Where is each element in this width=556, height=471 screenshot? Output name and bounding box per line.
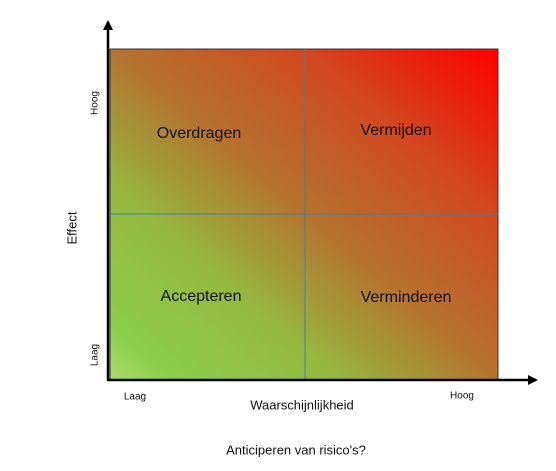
quadrant-label: Vermijden (360, 122, 431, 139)
quadrant-label: Overdragen (157, 125, 242, 142)
y-low-label: Laag (90, 344, 101, 366)
quadrant-label: Verminderen (361, 289, 452, 306)
x-high-label: Hoog (450, 391, 474, 402)
y-axis-label: Effect (64, 211, 79, 244)
x-low-label: Laag (124, 392, 146, 403)
quadrant-label: Accepteren (161, 288, 242, 305)
x-axis-label: Waarschijnlijkheid (250, 397, 354, 412)
y-high-label: Hoog (90, 91, 101, 115)
caption: Anticiperen van risico's? (226, 442, 366, 457)
